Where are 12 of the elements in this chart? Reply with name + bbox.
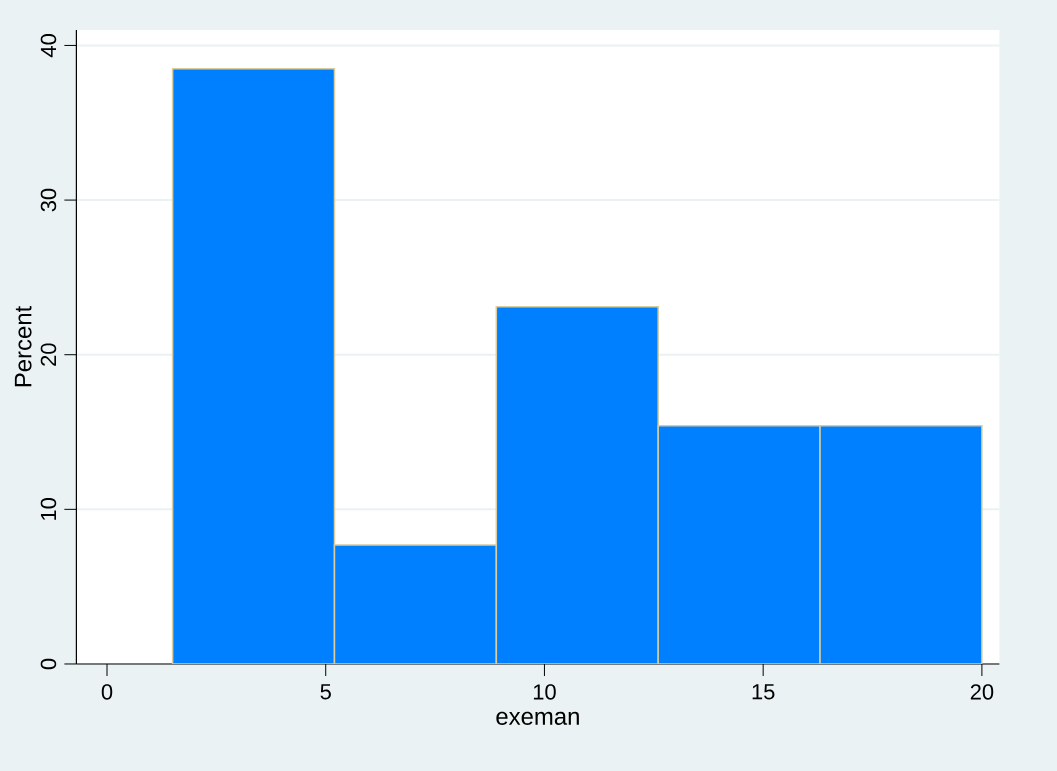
x-axis-title: exeman	[496, 711, 579, 725]
y-tick-label: 40	[40, 34, 57, 58]
x-tick-label: 0	[101, 684, 113, 700]
y-axis-title: Percent	[14, 305, 32, 387]
y-tick-label: 30	[40, 188, 57, 212]
x-tick-label: 10	[533, 684, 556, 700]
x-tick-label: 15	[752, 684, 775, 700]
x-tick-label: 5	[320, 684, 331, 700]
x-tick-label: 20	[970, 684, 994, 700]
y-tick-label: 20	[40, 343, 57, 366]
y-tick-label: 10	[40, 498, 57, 520]
y-tick-label: 0	[40, 658, 57, 670]
